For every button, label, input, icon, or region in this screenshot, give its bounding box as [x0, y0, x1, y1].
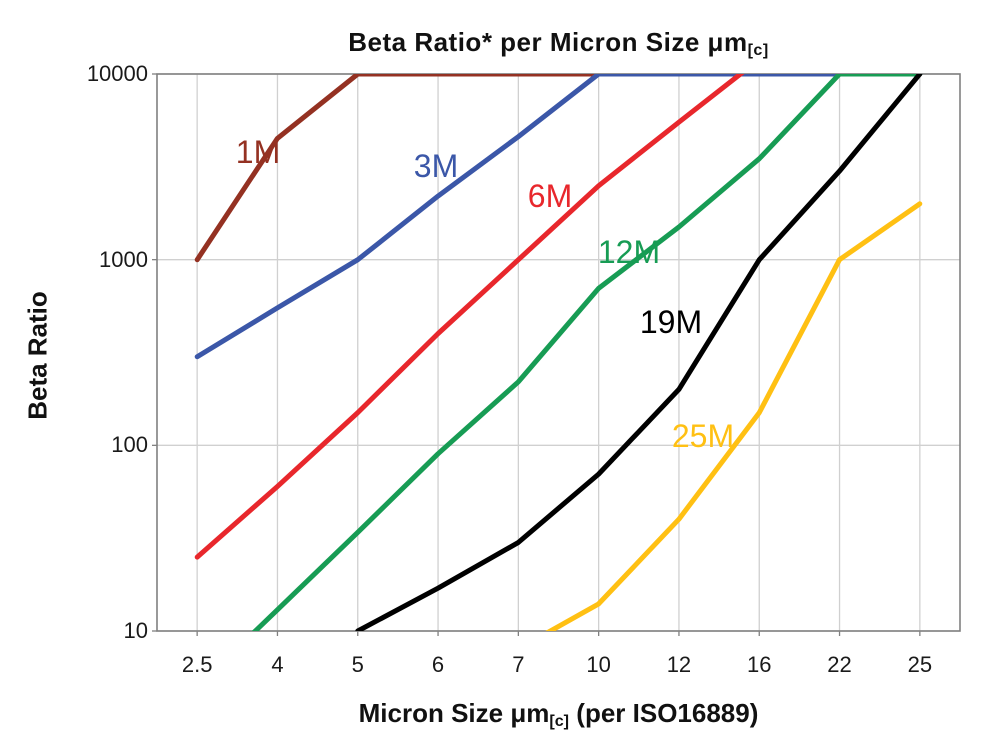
x-axis-title-suffix: (per ISO16889) [569, 698, 759, 728]
series-label-3M: 3M [414, 148, 458, 184]
y-tick-label: 100 [111, 432, 148, 458]
x-tick-label: 6 [431, 652, 445, 677]
x-tick-label: 5 [351, 652, 364, 677]
series-label-1M: 1M [236, 134, 280, 170]
y-tick-label: 1000 [99, 246, 148, 272]
x-tick-label: 22 [827, 652, 852, 677]
x-tick-label: 10 [586, 652, 611, 677]
y-tick-label: 10 [123, 618, 148, 643]
series-line-25M [545, 201, 923, 631]
x-tick-label: 7 [512, 652, 525, 677]
series-line-3M [194, 74, 923, 360]
y-tick-label: 10000 [86, 61, 148, 86]
x-axis-title: Micron Size μm[c] (per ISO16889) [157, 698, 960, 731]
series-line-6M [194, 74, 745, 560]
x-tick-label: 12 [666, 652, 692, 677]
chart-title-subscript: [c] [747, 41, 769, 60]
series-label-19M: 19M [640, 304, 702, 340]
series-line-1M [194, 74, 923, 263]
x-tick-label: 25 [907, 652, 933, 677]
chart-title-text: Beta Ratio* per Micron Size μm [348, 27, 748, 57]
x-tick-label: 4 [271, 652, 284, 677]
x-axis-title-text: Micron Size μm [358, 698, 550, 728]
x-tick-label: 16 [747, 652, 772, 677]
x-tick-label: 2.5 [181, 652, 213, 677]
series-line-12M [251, 74, 923, 631]
series-line-19M [355, 74, 923, 631]
x-axis-title-subscript: [c] [549, 712, 570, 731]
series-label-25M: 25M [672, 418, 734, 454]
chart-title: Beta Ratio* per Micron Size μm[c] [157, 27, 960, 60]
series-label-12M: 12M [598, 234, 660, 270]
series-label-6M: 6M [528, 178, 572, 214]
